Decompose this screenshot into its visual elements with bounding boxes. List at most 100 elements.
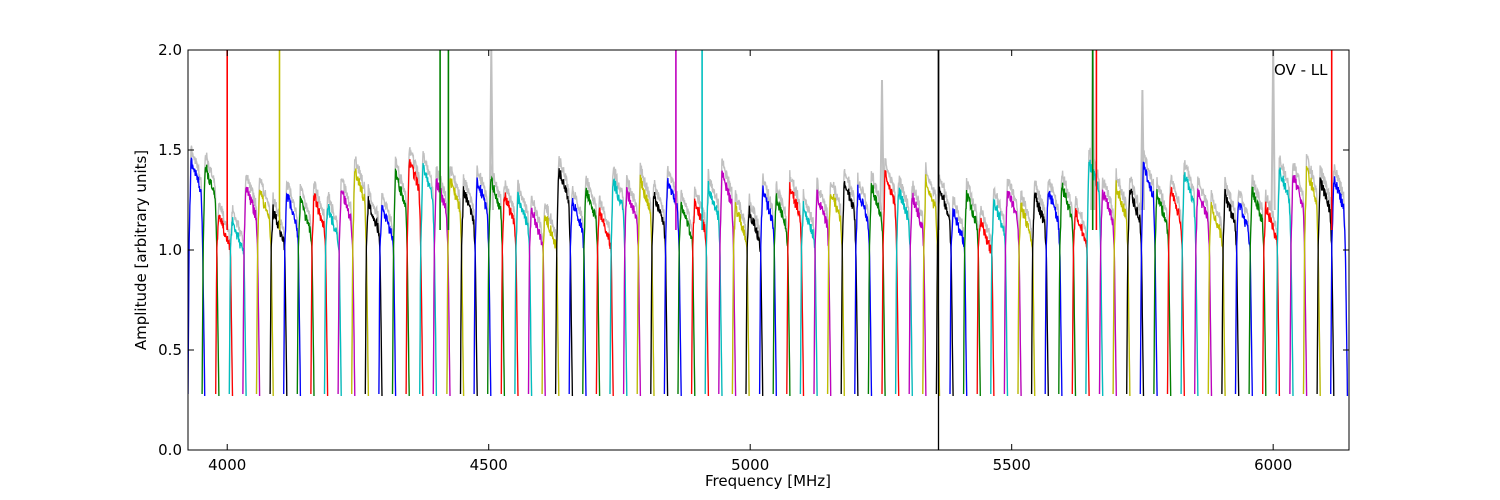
channel-trace — [1044, 190, 1063, 397]
background-spike — [879, 79, 885, 211]
channel-trace — [201, 164, 220, 397]
background-trace — [1153, 177, 1172, 397]
y-tick-label: 2.0 — [158, 41, 182, 59]
x-tick-label: 4500 — [470, 456, 508, 474]
channel-trace — [799, 201, 818, 397]
channel-trace — [269, 204, 288, 397]
y-tick-label: 1.0 — [158, 241, 182, 259]
x-tick-label: 5500 — [993, 456, 1031, 474]
channel-trace — [378, 204, 397, 397]
channel-trace — [1234, 201, 1253, 397]
channel-trace — [908, 192, 927, 397]
background-trace — [1071, 196, 1090, 397]
channel-trace — [242, 186, 261, 397]
channel-trace — [595, 207, 614, 397]
annotation-label: OV - LL — [1274, 61, 1328, 79]
channel-trace — [323, 203, 342, 397]
channel-trace — [1126, 188, 1145, 397]
background-spike — [1090, 50, 1096, 211]
channel-trace — [364, 196, 383, 397]
channel-trace — [554, 168, 574, 397]
channel-trace — [1207, 201, 1226, 397]
channel-trace — [1302, 165, 1321, 397]
channel-trace — [758, 185, 777, 397]
channel-trace — [1098, 189, 1117, 397]
channel-trace — [690, 198, 710, 397]
y-tick-label: 1.5 — [158, 141, 182, 159]
channel-trace — [826, 193, 845, 397]
channel-trace — [1180, 172, 1199, 397]
channel-trace — [419, 163, 438, 397]
background-trace — [1207, 189, 1226, 397]
axis-ticks: 4000 4500 5000 5500 6000 0.0 0.5 1.0 1.5 2.0 — [158, 41, 1349, 474]
background-trace — [378, 192, 397, 397]
background-trace — [731, 190, 750, 397]
channel-trace — [1139, 161, 1158, 397]
channel-trace — [391, 168, 410, 397]
channel-trace — [351, 168, 370, 397]
channel-trace — [663, 177, 682, 397]
background-trace — [323, 191, 342, 397]
channel-trace — [405, 159, 424, 397]
channel-trace — [215, 214, 234, 397]
channel-trace — [1030, 192, 1049, 397]
channel-trace — [704, 180, 723, 397]
channel-trace — [432, 178, 451, 397]
channel-trace — [1166, 186, 1185, 397]
channel-trace — [527, 207, 546, 397]
x-axis-label: Frequency [MHz] — [705, 472, 831, 490]
background-trace — [527, 195, 546, 397]
x-tick-label: 4000 — [208, 456, 246, 474]
channel-trace — [867, 183, 886, 397]
x-tick-label: 6000 — [1254, 456, 1292, 474]
channel-trace — [1330, 176, 1349, 397]
channel-trace — [1316, 177, 1335, 397]
channel-trace — [962, 189, 981, 397]
channel-trace — [337, 190, 356, 397]
channel-trace — [296, 195, 315, 397]
channel-trace — [854, 184, 873, 397]
channel-trace — [718, 170, 737, 397]
channel-trace — [1275, 167, 1294, 397]
channel-trace — [1194, 188, 1213, 397]
channel-trace — [731, 202, 750, 397]
channel-trace — [255, 189, 274, 397]
channel-trace — [786, 182, 805, 397]
y-tick-label: 0.5 — [158, 341, 182, 359]
background-trace — [228, 205, 247, 397]
channel-trace — [1017, 202, 1036, 397]
channel-trace — [813, 189, 832, 397]
channel-trace — [1058, 182, 1077, 397]
channel-trace — [622, 187, 642, 397]
channel-trace — [949, 208, 968, 397]
channel-trace — [487, 175, 506, 397]
plot-background — [188, 50, 1349, 450]
channel-trace — [473, 177, 492, 397]
channel-trace — [922, 174, 941, 397]
channel-trace — [514, 191, 533, 397]
channel-trace — [772, 193, 791, 397]
channel-trace — [188, 157, 206, 397]
channel-trace — [541, 215, 560, 397]
background-spike — [1270, 50, 1276, 211]
channel-trace — [976, 217, 995, 397]
channel-trace — [310, 193, 329, 397]
channel-trace — [1153, 189, 1172, 397]
y-tick-label: 0.0 — [158, 441, 182, 459]
channel-trace — [1085, 159, 1104, 397]
channel-trace — [677, 201, 696, 397]
background-trace — [215, 202, 234, 397]
channel-trace — [582, 187, 601, 397]
channel-trace — [228, 217, 247, 397]
background-trace — [595, 195, 614, 397]
channel-trace — [650, 191, 669, 397]
channel-trace — [1262, 201, 1281, 397]
channel-trace — [500, 192, 519, 397]
channel-trace — [840, 180, 859, 397]
channel-trace — [568, 197, 587, 397]
channel-trace — [1003, 190, 1022, 397]
x-tick-label: 5000 — [731, 456, 769, 474]
channel-trace — [745, 205, 764, 397]
channel-trace — [881, 170, 900, 397]
